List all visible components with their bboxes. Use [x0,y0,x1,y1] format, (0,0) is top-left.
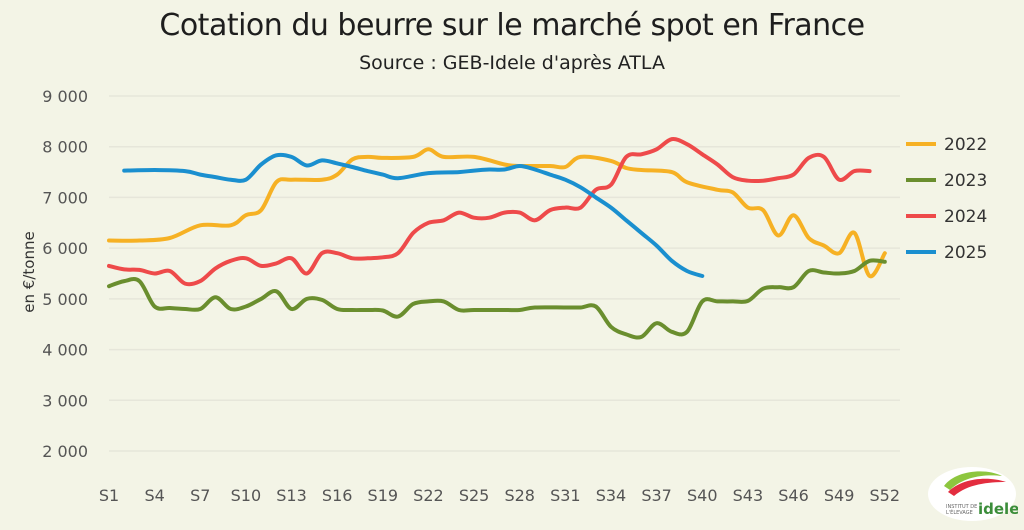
legend-label-2023: 2023 [944,171,987,191]
x-tick-label: S37 [641,486,672,505]
x-tick-label: S16 [322,486,353,505]
chart-title: Cotation du beurre sur le marché spot en… [159,8,865,43]
x-tick-label: S49 [824,486,855,505]
series-lines [107,136,887,340]
y-tick-label: 5 000 [42,290,88,309]
y-tick-label: 3 000 [42,391,88,410]
y-axis-ticks: 2 000 3 000 4 000 5 000 6 000 7 000 8 000 9 000 [42,87,88,461]
x-tick-label: S28 [504,486,535,505]
x-tick-label: S4 [144,486,164,505]
legend-label-2025: 2025 [944,243,987,263]
y-tick-label: 7 000 [42,188,88,207]
x-tick-label: S1 [99,486,119,505]
legend: 2022 2023 2024 2025 [906,135,987,263]
x-tick-label: S31 [550,486,581,505]
logo-text-2: L'ÉLEVAGE [946,508,973,516]
series-line-2024 [107,136,872,287]
legend-label-2022: 2022 [944,135,987,155]
y-tick-label: 9 000 [42,87,88,106]
y-tick-label: 2 000 [42,442,88,461]
x-tick-label: S34 [596,486,627,505]
series-line-2022 [107,147,887,279]
x-tick-label: S25 [459,486,490,505]
gridlines [109,95,900,452]
logo-brand: idele [978,500,1018,518]
x-tick-label: S43 [733,486,764,505]
legend-label-2024: 2024 [944,207,987,227]
series-line-2023 [107,258,887,340]
x-tick-label: S10 [231,486,262,505]
y-tick-label: 6 000 [42,239,88,258]
x-tick-label: S52 [870,486,901,505]
x-tick-label: S40 [687,486,718,505]
y-tick-label: 8 000 [42,138,88,157]
idele-logo: INSTITUT DE L'ÉLEVAGE idele [928,467,1018,521]
y-tick-label: 4 000 [42,341,88,360]
logo-text-1: INSTITUT DE [946,504,977,510]
series-line-2025 [122,152,705,278]
x-axis-ticks: S1 S4 S7 S10 S13 S16 S19 S22 S25 S28 S31 S34 S37 S40 S… [99,486,900,505]
x-tick-label: S22 [413,486,444,505]
x-tick-label: S13 [276,486,307,505]
x-tick-label: S19 [368,486,399,505]
chart-subtitle: Source : GEB-Idele d'après ATLA [359,52,665,74]
x-tick-label: S7 [190,486,210,505]
y-axis-label: en €/tonne [20,231,38,312]
x-tick-label: S46 [778,486,809,505]
